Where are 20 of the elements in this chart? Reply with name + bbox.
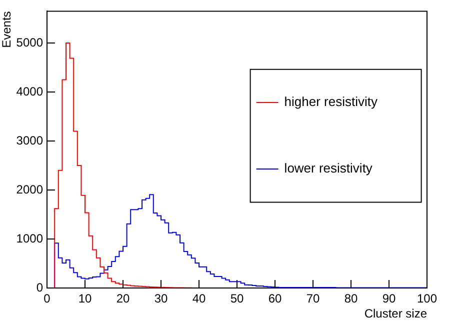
x-tick-label: 20 xyxy=(116,292,130,306)
x-tick-label: 100 xyxy=(416,292,438,306)
x-tick-label: 70 xyxy=(306,292,320,306)
x-tick-label: 50 xyxy=(230,292,244,306)
x-axis-title: Cluster size xyxy=(364,306,428,320)
y-tick-label: 4000 xyxy=(16,84,44,98)
x-tick-label: 80 xyxy=(344,292,358,306)
y-tick-label: 3000 xyxy=(16,133,44,148)
x-tick-label: 30 xyxy=(154,292,168,306)
x-tick-label: 40 xyxy=(192,292,206,306)
x-tick-label: 60 xyxy=(268,292,282,306)
y-tick-label: 1000 xyxy=(16,231,44,246)
y-tick-label: 2000 xyxy=(16,182,44,196)
y-axis-title: Events xyxy=(0,11,14,48)
y-tick-label: 5000 xyxy=(16,35,44,50)
y-tick-label: 0 xyxy=(36,280,44,294)
legend-label: lower resistivity xyxy=(284,160,373,176)
legend-label: higher resistivity xyxy=(284,94,378,110)
x-tick-label: 90 xyxy=(382,292,396,306)
x-tick-label: 10 xyxy=(78,292,92,306)
